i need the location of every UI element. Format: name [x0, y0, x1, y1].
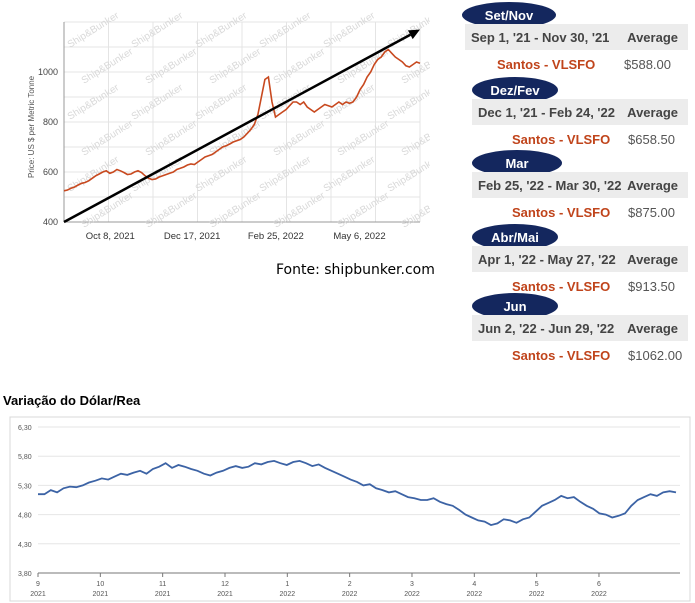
x-tick-year: 2022	[467, 591, 483, 598]
y-tick-label: 5,30	[18, 483, 32, 490]
x-tick-month: 2	[348, 581, 352, 588]
x-tick-year: 2021	[155, 591, 171, 598]
date-range-bar: Feb 25, '22 - Mar 30, '22 Average	[472, 172, 688, 198]
x-tick-label: Feb 25, 2022	[248, 231, 304, 242]
location-label: Santos - VLSFO	[497, 57, 596, 72]
y-axis-label: Price: US $ per Metric Tonne	[27, 75, 36, 178]
x-tick-year: 2022	[529, 591, 545, 598]
date-range-bar: Jun 2, '22 - Jun 29, '22 Average	[472, 315, 688, 341]
location-label: Santos - VLSFO	[512, 205, 611, 220]
x-tick-label: Dec 17, 2021	[164, 231, 221, 242]
location-label: Santos - VLSFO	[512, 132, 611, 147]
exchange-chart-title: Variação do Dólar/Rea	[3, 393, 141, 408]
y-tick-label: 1000	[38, 67, 58, 77]
y-tick-labels: 3,80 4,30 4,80 5,30 5,80 6,30	[18, 425, 32, 578]
date-range: Jun 2, '22 - Jun 29, '22	[478, 320, 615, 336]
location-label: Santos - VLSFO	[512, 279, 611, 294]
average-price: $875.00	[628, 205, 675, 220]
date-range: Sep 1, '21 - Nov 30, '21	[471, 29, 610, 45]
x-tick-year: 2022	[342, 591, 358, 598]
date-range: Dec 1, '21 - Feb 24, '22	[478, 104, 615, 120]
y-tick-label: 4,30	[18, 542, 32, 549]
y-tick-label: 5,80	[18, 454, 32, 461]
x-tick-month: 11	[159, 581, 166, 588]
x-tick-month: 1	[285, 581, 289, 588]
average-label: Average	[627, 104, 678, 120]
y-tick-label: 600	[43, 167, 58, 177]
y-tick-labels: 400 600 800 1000	[38, 67, 58, 227]
average-label: Average	[627, 320, 678, 336]
x-tick-month: 12	[221, 581, 229, 588]
average-price: $913.50	[628, 279, 675, 294]
x-tick-month: 3	[410, 581, 414, 588]
date-range: Apr 1, '22 - May 27, '22	[478, 251, 616, 267]
x-tick-year: 2021	[217, 591, 233, 598]
trend-arrow-head	[407, 29, 420, 40]
y-tick-label: 3,80	[18, 571, 32, 578]
x-tick-year: 2022	[591, 591, 607, 598]
x-tick-year: 2022	[404, 591, 420, 598]
x-tick-month: 10	[96, 581, 104, 588]
x-tick-year: 2021	[93, 591, 109, 598]
period-pill: Dez/Fev	[472, 77, 558, 103]
chart-gridlines	[63, 21, 421, 223]
average-price: $658.50	[628, 132, 675, 147]
date-range-bar: Sep 1, '21 - Nov 30, '21 Average	[465, 24, 688, 50]
y-tick-label: 4,80	[18, 513, 32, 520]
average-price: $1062.00	[628, 348, 683, 363]
period-pill: Abr/Mai	[472, 224, 558, 250]
fuel-price-chart: Ship&Bunker Ship&Bunker Ship&Bunker Ship&Bu…	[0, 0, 430, 260]
location-label: Santos - VLSFO	[512, 348, 611, 363]
y-tick-label: 6,30	[18, 425, 32, 432]
period-pill: Jun	[472, 293, 558, 319]
x-tick-month: 5	[535, 581, 539, 588]
average-price: $588.00	[624, 57, 671, 72]
x-tick-labels: Oct 8, 2021 Dec 17, 2021 Feb 25, 2022 May 6…	[86, 231, 386, 242]
x-tick-month: 4	[472, 581, 476, 588]
y-tick-label: 800	[43, 117, 58, 127]
date-range: Feb 25, '22 - Mar 30, '22	[478, 177, 622, 193]
x-tick-labels: 9 2021 10 2021 11 2021 12 2021 1 2022 2 2022 3 2022 4 2…	[30, 581, 607, 598]
period-pill: Mar	[472, 150, 562, 176]
exchange-rate-line	[38, 459, 677, 527]
average-label: Average	[627, 251, 678, 267]
chart-gridlines	[37, 426, 680, 577]
date-range-bar: Dec 1, '21 - Feb 24, '22 Average	[472, 99, 688, 125]
trend-arrow-line	[63, 33, 411, 224]
average-label: Average	[627, 177, 678, 193]
average-label: Average	[627, 29, 678, 45]
x-tick-year: 2021	[30, 591, 46, 598]
x-tick-year: 2022	[280, 591, 296, 598]
exchange-rate-chart: 3,80 4,30 4,80 5,30 5,80 6,30 9 2021 10 2021 11 20…	[9, 416, 691, 602]
x-tick-month: 9	[36, 581, 40, 588]
y-tick-label: 400	[43, 217, 58, 227]
period-pill: Set/Nov	[462, 2, 556, 28]
date-range-bar: Apr 1, '22 - May 27, '22 Average	[472, 246, 688, 272]
source-note: Fonte: shipbunker.com	[276, 262, 435, 278]
x-tick-label: May 6, 2022	[333, 231, 385, 242]
fuel-price-line	[63, 48, 421, 192]
x-tick-month: 6	[597, 581, 601, 588]
x-tick-label: Oct 8, 2021	[86, 231, 135, 242]
